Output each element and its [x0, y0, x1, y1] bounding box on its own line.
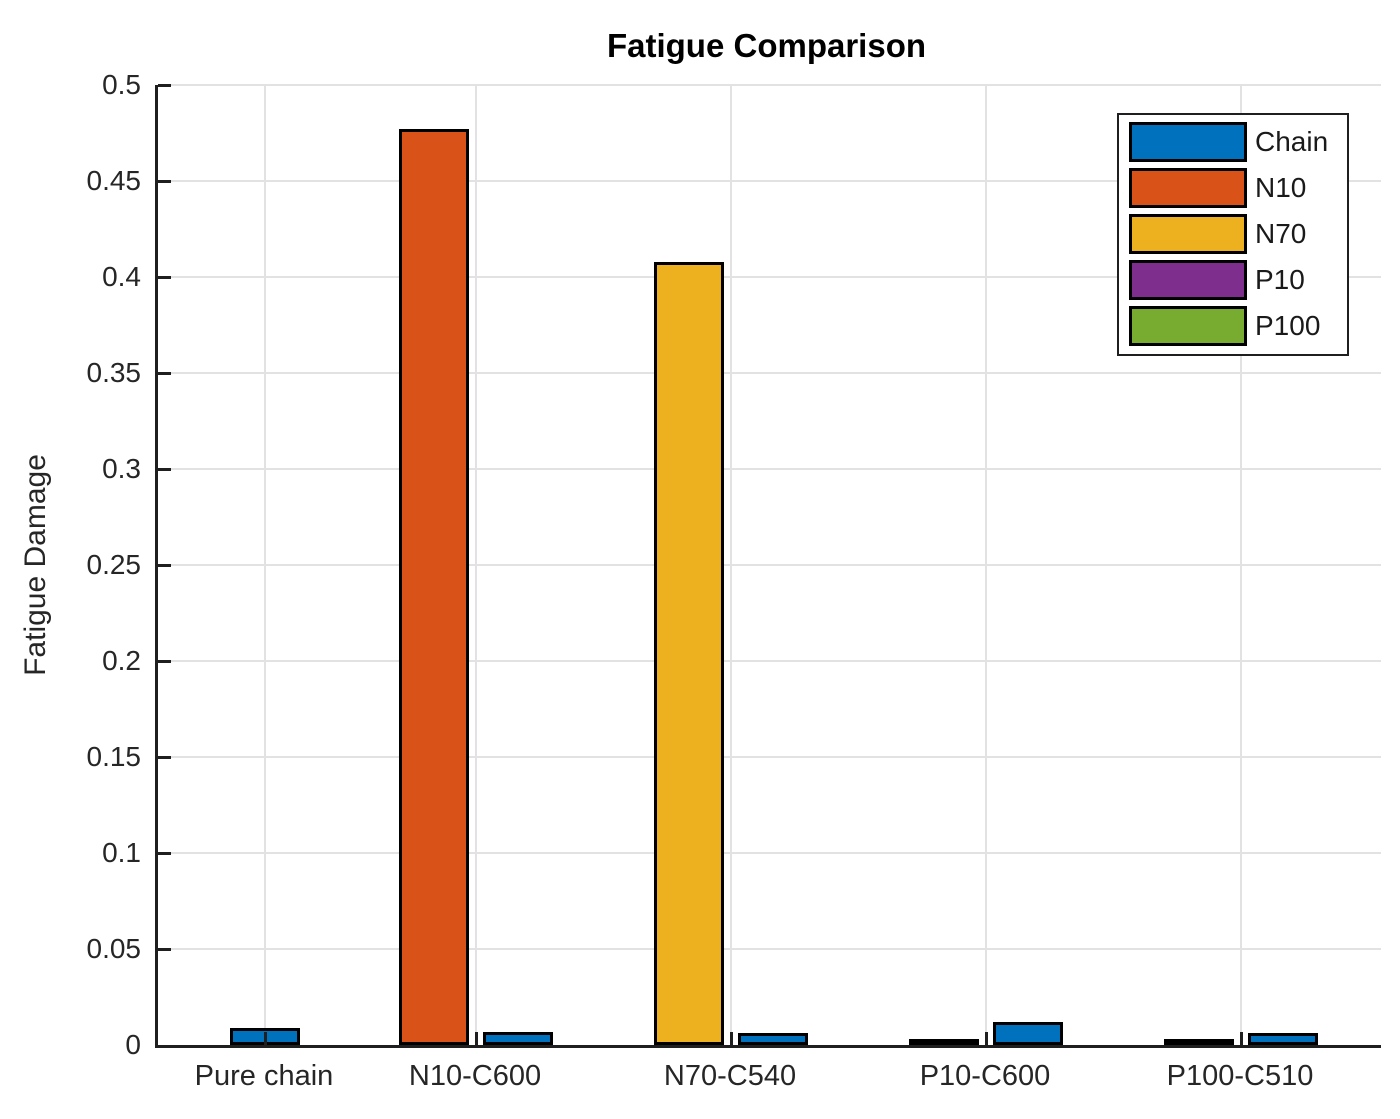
legend-label-n70: N70	[1255, 218, 1307, 249]
bar-p10-p10-c600	[909, 1039, 979, 1045]
chart-title: Fatigue Comparison	[606, 27, 927, 64]
legend-swatch-n70	[1129, 214, 1247, 254]
y-tick-label: 0.05	[86, 933, 142, 964]
legend-entry-p100: P100	[1119, 303, 1347, 349]
y-tick-label: 0.45	[86, 165, 142, 196]
horizontal-gridline	[158, 756, 1381, 758]
y-tick-label: 0.4	[102, 261, 141, 292]
legend-entry-chain: Chain	[1119, 119, 1347, 165]
tick-layer	[158, 84, 1381, 1045]
y-tick-label: 0.1	[102, 837, 141, 868]
legend-swatch-n10	[1129, 168, 1247, 208]
legend-swatch-p10	[1129, 260, 1247, 300]
horizontal-gridline	[158, 852, 1381, 854]
horizontal-gridline	[158, 564, 1381, 566]
y-tick-label: 0.35	[86, 357, 142, 388]
horizontal-gridline	[158, 180, 1381, 182]
y-tick-mark	[158, 660, 171, 663]
y-tick-mark	[158, 84, 171, 87]
y-tick-label: 0	[125, 1029, 141, 1060]
bar-n10-n10-c600	[399, 129, 469, 1045]
y-tick-mark	[158, 756, 171, 759]
x-tick-mark	[264, 1032, 267, 1045]
bar-chain-p100-c510	[1248, 1033, 1318, 1045]
y-tick-label: 0.3	[102, 453, 141, 484]
legend: Chain N10 N70 P10 P100	[1117, 113, 1349, 356]
x-tick-mark	[985, 1032, 988, 1045]
legend-label-p100: P100	[1255, 310, 1321, 341]
legend-label-chain: Chain	[1255, 126, 1329, 157]
x-tick-label-n70-c540: N70-C540	[663, 1060, 797, 1092]
x-tick-label-pure-chain: Pure chain	[194, 1060, 334, 1092]
y-tick-mark	[158, 564, 171, 567]
bar-chain-n70-c540	[738, 1033, 808, 1045]
legend-swatch-chain	[1129, 122, 1247, 162]
bar-chain-n10-c600	[483, 1032, 553, 1045]
x-tick-label-p10-c600: P10-C600	[919, 1060, 1051, 1092]
y-tick-label: 0.2	[102, 645, 141, 676]
legend-entry-p10: P10	[1119, 257, 1347, 303]
legend-label-n10: N10	[1255, 172, 1307, 203]
bar-p100-p100-c510	[1164, 1039, 1234, 1045]
legend-label-p10: P10	[1255, 264, 1305, 295]
y-tick-mark	[158, 948, 171, 951]
legend-entry-n70: N70	[1119, 211, 1347, 257]
y-tick-mark	[158, 276, 171, 279]
y-tick-mark	[158, 180, 171, 183]
y-tick-label: 0.5	[102, 69, 141, 100]
horizontal-gridline	[158, 372, 1381, 374]
bar-layer	[158, 85, 1381, 1045]
x-tick-mark	[1240, 1032, 1243, 1045]
legend-entry-n10: N10	[1119, 165, 1347, 211]
x-tick-label-n10-c600: N10-C600	[408, 1060, 542, 1092]
horizontal-gridline	[158, 468, 1381, 470]
horizontal-gridline	[158, 948, 1381, 950]
y-tick-label: 0.15	[86, 741, 142, 772]
horizontal-gridline	[158, 660, 1381, 662]
bar-chain-p10-c600	[993, 1022, 1063, 1045]
y-tick-mark	[158, 468, 171, 471]
x-tick-label-p100-c510: P100-C510	[1166, 1060, 1314, 1092]
x-tick-mark	[730, 1032, 733, 1045]
x-tick-mark	[475, 1032, 478, 1045]
bar-n70-n70-c540	[654, 262, 724, 1045]
horizontal-gridline	[158, 84, 1381, 86]
horizontal-gridline	[158, 276, 1381, 278]
y-tick-label: 0.25	[86, 549, 142, 580]
y-tick-mark	[158, 852, 171, 855]
grid-layer	[158, 84, 1381, 1045]
legend-swatch-p100	[1129, 306, 1247, 346]
y-tick-mark	[158, 372, 171, 375]
plot-area: Chain N10 N70 P10 P100	[155, 84, 1381, 1048]
